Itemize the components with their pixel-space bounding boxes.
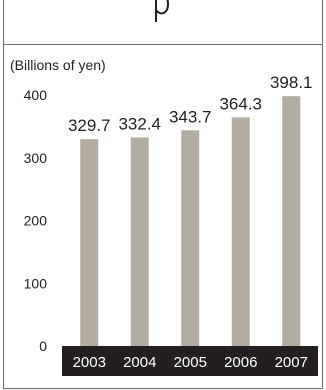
header-divider [3,44,323,45]
bar [130,137,149,346]
title-fragment [150,0,170,24]
y-tick-label: 200 [24,213,48,229]
value-label: 329.7 [68,116,111,135]
unit-label: (Billions of yen) [10,57,106,73]
chart-frame [3,0,323,389]
y-tick-label: 0 [39,338,47,354]
value-label: 364.3 [219,94,262,113]
bar [282,96,301,346]
value-label: 398.1 [270,73,313,92]
y-tick-label: 100 [24,275,48,291]
x-tick-label: 2007 [275,354,308,371]
y-tick-label: 300 [24,150,48,166]
value-label: 332.4 [118,114,161,133]
x-tick-label: 2006 [224,354,257,371]
x-axis-band [62,346,318,376]
x-tick-label: 2003 [73,354,106,371]
bar [181,130,200,346]
x-tick-label: 2004 [123,354,156,371]
x-tick-label: 2005 [174,354,207,371]
value-label: 343.7 [169,107,212,126]
bar [231,117,250,346]
bar [80,139,99,346]
y-tick-label: 400 [24,87,48,103]
